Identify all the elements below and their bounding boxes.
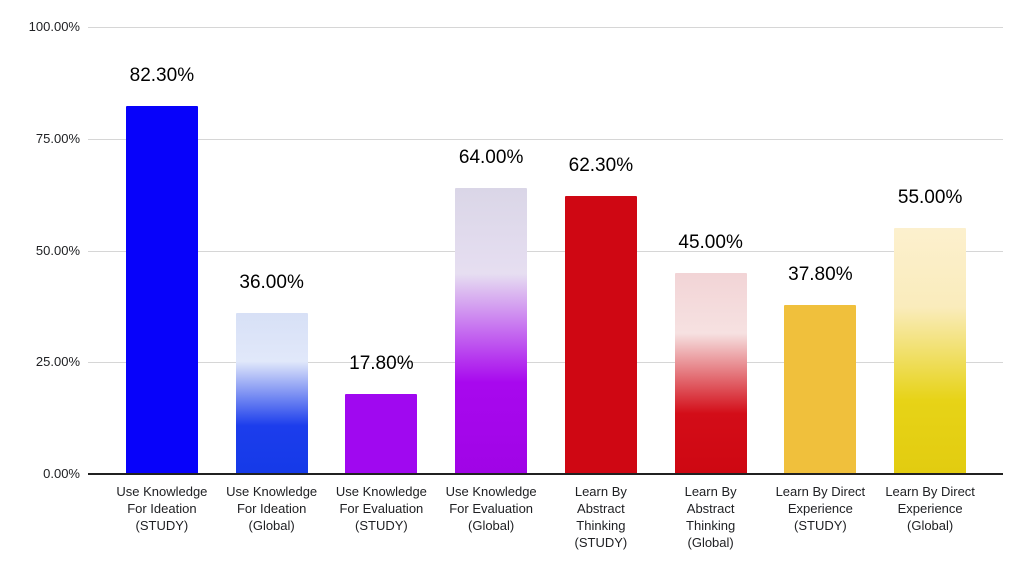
category-label: Learn By Abstract Thinking (Global) (684, 484, 737, 550)
bar-group: 82.30% (107, 27, 217, 474)
y-axis-tick: 75.00% (35, 130, 80, 146)
y-axis-tick: 25.00% (35, 354, 80, 370)
bar-group: 17.80% (327, 27, 437, 474)
category-label: Learn By Abstract Thinking (STUDY) (574, 484, 628, 550)
bar-group: 45.00% (656, 27, 766, 474)
bar-group: 64.00% (436, 27, 546, 474)
bar (564, 195, 637, 474)
bar (345, 394, 418, 474)
bar-group: 36.00% (217, 27, 327, 474)
gridline-100 (88, 27, 1003, 28)
category-label: Use Knowledge For Evaluation (Global) (445, 484, 537, 533)
bar-value-label: 37.80% (788, 264, 853, 286)
bar-value-label: 17.80% (349, 353, 414, 375)
category-label: Use Knowledge For Ideation (Global) (226, 484, 318, 533)
bar-value-label: 64.00% (458, 146, 524, 168)
y-axis-tick: 50.00% (35, 242, 80, 258)
bar-value-label: 82.30% (129, 65, 195, 87)
gridline-50 (88, 250, 1003, 252)
bar-value-label: 45.00% (678, 231, 743, 253)
gridline-25 (88, 362, 1003, 364)
bar-value-label: 55.00% (897, 187, 963, 209)
bar (784, 305, 857, 474)
bar-value-label: 62.30% (568, 154, 634, 176)
bar (894, 228, 967, 474)
category-label: Learn By Direct Experience (STUDY) (775, 484, 866, 533)
category-label: Learn By Direct Experience (Global) (885, 484, 975, 533)
x-axis-labels: Use Knowledge For Ideation (STUDY) Use K… (107, 483, 985, 551)
plot-area: 82.30% 36.00% 17.80% 64.00% 62.30% 45.00… (88, 27, 1003, 475)
bars-row: 82.30% 36.00% 17.80% 64.00% 62.30% 45.00… (107, 27, 985, 474)
bar (235, 313, 308, 474)
bar (674, 272, 747, 474)
category-label: Use Knowledge For Ideation (STUDY) (116, 484, 208, 533)
y-axis-tick: 0.00% (43, 466, 80, 481)
bar-group: 37.80% (766, 27, 876, 474)
y-axis-tick: 100.00% (28, 19, 80, 34)
bar (125, 106, 198, 474)
x-axis-baseline (88, 473, 1003, 475)
bar-group: 55.00% (875, 27, 985, 474)
bar-value-label: 36.00% (239, 272, 304, 294)
y-axis: 100.00% 75.00% 50.00% 25.00% 0.00% (0, 0, 80, 581)
category-label: Use Knowledge For Evaluation (STUDY) (335, 484, 427, 533)
bar-group: 62.30% (546, 27, 656, 474)
bar (455, 187, 528, 474)
gridline-75 (88, 138, 1003, 140)
